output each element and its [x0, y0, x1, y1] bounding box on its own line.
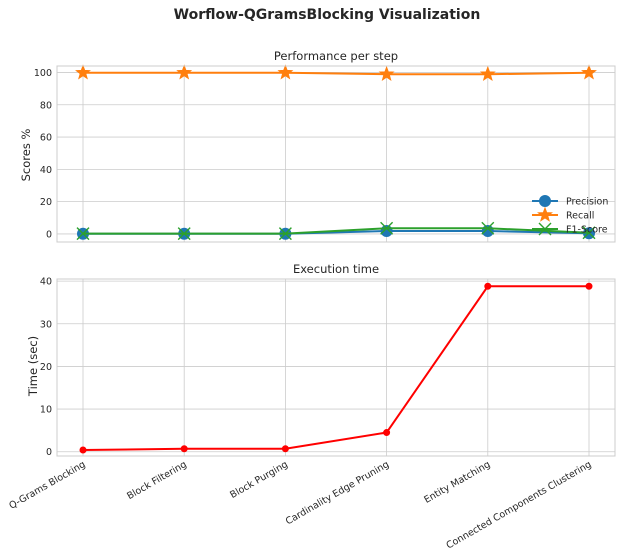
- performance-point-recall: [581, 64, 597, 80]
- performance-y-ticks: 0 20 40 60 80 100: [34, 68, 52, 240]
- performance-point-f1-score: [380, 221, 394, 235]
- performance-point-precision: [380, 225, 393, 238]
- execution-series-time: [79, 282, 593, 454]
- performance-legend: Precision Recall F1-Score: [532, 195, 608, 236]
- execution-point-time: [383, 429, 391, 437]
- execution-y-tick-label: 30: [40, 319, 52, 330]
- performance-axes-frame: [56, 65, 616, 243]
- performance-point-f1-score: [582, 226, 596, 240]
- execution-line-time: [82, 285, 589, 452]
- performance-series: [75, 64, 597, 241]
- x-tick-label-cardinality-edge-pruning: Cardinality Edge Pruning: [284, 459, 391, 527]
- performance-point-recall: [277, 64, 294, 80]
- execution-point-time: [484, 282, 492, 290]
- execution-point-time: [585, 282, 593, 290]
- performance-point-precision: [481, 225, 494, 238]
- execution-y-tick-label: 10: [40, 405, 52, 416]
- figure-title: Worflow-QGramsBlocking Visualization: [174, 7, 481, 23]
- x-tick-label-block-purging: Block Purging: [228, 459, 290, 501]
- performance-y-tick-label: 100: [34, 68, 52, 79]
- legend-entry-precision: Precision: [532, 195, 608, 208]
- execution-series: [79, 282, 593, 454]
- execution-y-ticks: 0 10 20 30 40: [40, 277, 52, 459]
- x-tick-label-q-grams-blocking: Q-Grams Blocking: [7, 459, 87, 512]
- performance-grid: [57, 66, 615, 242]
- performance-y-tick-label: 80: [40, 100, 52, 111]
- execution-axes-title: Execution time: [293, 262, 379, 276]
- performance-y-axis-label: Scores %: [19, 129, 33, 182]
- performance-point-recall: [75, 64, 91, 80]
- performance-y-tick-label: 40: [40, 165, 52, 176]
- performance-point-f1-score: [278, 227, 292, 241]
- legend-marker: [537, 206, 553, 222]
- x-tick-labels: Q-Grams Blocking Block Filtering Block Pur…: [7, 459, 593, 551]
- legend-entry-f1-score: F1-Score: [532, 222, 608, 236]
- performance-series-recall: [75, 64, 597, 81]
- performance-y-tick-label: 0: [46, 229, 52, 240]
- legend-label: Recall: [566, 211, 594, 222]
- execution-axes: Execution time Time (sec) 0 10 20 30 40 Q-Gr…: [7, 262, 616, 551]
- execution-y-tick-label: 20: [40, 362, 52, 373]
- legend-label: Precision: [566, 197, 608, 208]
- execution-y-tick-label: 40: [40, 277, 52, 288]
- performance-line-f1-score: [83, 227, 590, 235]
- x-tick-label-entity-matching: Entity Matching: [422, 459, 492, 506]
- execution-point-time: [281, 445, 289, 453]
- performance-point-recall: [378, 65, 395, 81]
- performance-axes: Performance per step Scores % 0 20 40 60 80 1…: [19, 49, 616, 243]
- legend-marker: [538, 222, 552, 236]
- performance-y-tick-label: 60: [40, 133, 52, 144]
- x-tick-label-block-filtering: Block Filtering: [125, 459, 188, 502]
- performance-y-tick-label: 20: [40, 197, 52, 208]
- performance-line-recall: [83, 71, 590, 76]
- performance-axes-title: Performance per step: [274, 49, 398, 63]
- performance-point-f1-score: [76, 227, 90, 241]
- performance-point-recall: [479, 65, 496, 81]
- execution-y-axis-label: Time (sec): [26, 336, 40, 397]
- performance-series-precision: [77, 225, 595, 240]
- legend-label: F1-Score: [566, 225, 608, 236]
- legend-entry-recall: Recall: [532, 206, 594, 222]
- execution-y-tick-label: 0: [46, 447, 52, 458]
- performance-series-f1-score: [76, 221, 596, 241]
- execution-point-time: [79, 446, 87, 454]
- performance-point-f1-score: [481, 221, 495, 235]
- execution-grid: [57, 279, 615, 456]
- performance-point-recall: [176, 64, 193, 80]
- execution-axes-frame: [56, 278, 616, 457]
- legend-marker: [539, 195, 551, 207]
- execution-point-time: [180, 445, 188, 453]
- performance-point-f1-score: [177, 227, 191, 241]
